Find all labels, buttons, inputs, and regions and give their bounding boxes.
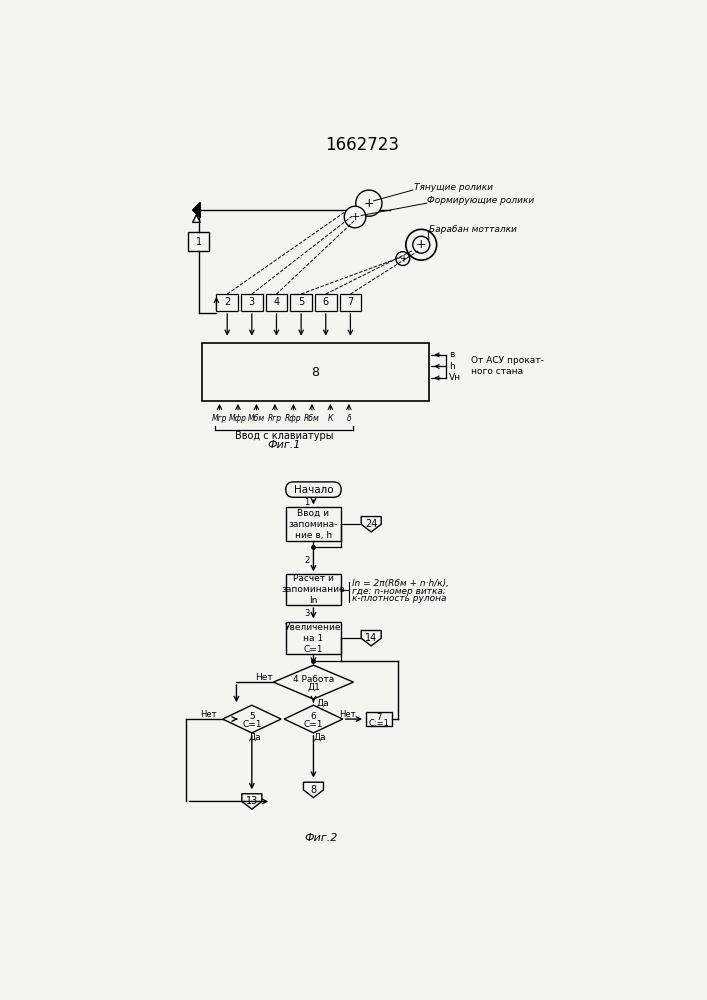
Text: 3: 3: [249, 297, 255, 307]
Text: 13: 13: [246, 796, 258, 806]
Text: 7: 7: [347, 297, 354, 307]
Text: 8: 8: [310, 785, 317, 795]
Text: От АСУ прокат-
ного стана: От АСУ прокат- ного стана: [472, 356, 544, 376]
Bar: [201, 343, 429, 401]
Circle shape: [413, 236, 430, 253]
Text: 4 Работа: 4 Работа: [293, 675, 334, 684]
FancyBboxPatch shape: [286, 482, 341, 497]
Text: Нет: Нет: [339, 710, 356, 719]
Text: Rфр: Rфр: [285, 414, 302, 423]
Text: 2: 2: [224, 297, 230, 307]
Text: Формирующие ролики: Формирующие ролики: [428, 196, 534, 205]
Text: Нет: Нет: [255, 673, 273, 682]
Bar: [291, 294, 312, 311]
Text: Увеличение
на 1
С=1: Увеличение на 1 С=1: [285, 623, 341, 654]
Text: 6: 6: [310, 712, 316, 721]
Polygon shape: [361, 517, 381, 532]
Text: 7: 7: [376, 713, 382, 722]
Text: Ввод с клавиатуры: Ввод с клавиатуры: [235, 431, 334, 441]
Text: Да: Да: [316, 698, 329, 707]
Text: Расчет и
запоминание
ln: Расчет и запоминание ln: [281, 574, 345, 605]
Polygon shape: [223, 705, 281, 733]
Text: h: h: [449, 362, 455, 371]
Polygon shape: [274, 665, 354, 699]
Text: в: в: [449, 350, 455, 359]
Bar: [241, 294, 262, 311]
Text: 8: 8: [311, 366, 320, 379]
Text: ln = 2π(Rбм + n·h/к),: ln = 2π(Rбм + n·h/к),: [352, 579, 449, 588]
Text: Мбм: Мбм: [248, 414, 265, 423]
Bar: [266, 294, 287, 311]
Text: +: +: [351, 212, 360, 222]
Text: Нет: Нет: [200, 710, 216, 719]
Text: Rгр: Rгр: [268, 414, 282, 423]
Text: Rбм: Rбм: [304, 414, 320, 423]
Bar: [286, 507, 341, 541]
Text: 5: 5: [298, 297, 304, 307]
Polygon shape: [242, 794, 262, 809]
Polygon shape: [303, 782, 324, 798]
Text: Тянущие ролики: Тянущие ролики: [414, 183, 493, 192]
Text: 5: 5: [249, 712, 255, 721]
Text: 1: 1: [304, 498, 310, 507]
Text: С=1: С=1: [242, 720, 262, 729]
Polygon shape: [284, 705, 343, 733]
Text: Мгр: Мгр: [212, 414, 227, 423]
Text: 24: 24: [365, 519, 378, 529]
Text: 6: 6: [322, 297, 329, 307]
Text: С:=1: С:=1: [368, 719, 390, 728]
Text: Да: Да: [249, 732, 261, 741]
Text: Барабан мотталки: Барабан мотталки: [429, 225, 517, 234]
Text: Д1: Д1: [307, 682, 320, 691]
Text: Да: Да: [313, 732, 326, 741]
Text: к-плотность рулона: к-плотность рулона: [352, 594, 446, 603]
Text: +: +: [416, 238, 426, 251]
Bar: [339, 294, 361, 311]
Text: К: К: [328, 414, 333, 423]
Circle shape: [396, 252, 409, 266]
Circle shape: [344, 206, 366, 228]
Text: 1662723: 1662723: [325, 136, 399, 154]
Bar: [188, 232, 209, 251]
Polygon shape: [192, 215, 200, 222]
Bar: [286, 574, 341, 605]
Text: 3: 3: [304, 609, 310, 618]
Text: 1: 1: [196, 237, 201, 247]
Text: Фиг.2: Фиг.2: [305, 833, 338, 843]
Polygon shape: [192, 202, 200, 218]
Polygon shape: [361, 631, 381, 646]
Circle shape: [356, 190, 382, 216]
Text: С=1: С=1: [304, 720, 323, 729]
Bar: [286, 622, 341, 654]
Bar: [366, 712, 392, 726]
Text: Мфр: Мфр: [229, 414, 247, 423]
Text: Vн: Vн: [449, 373, 461, 382]
Text: Фиг.1: Фиг.1: [267, 440, 301, 450]
Text: δ: δ: [346, 414, 351, 423]
Text: +: +: [399, 254, 407, 264]
Text: где: n-номер витка;: где: n-номер витка;: [352, 587, 446, 596]
Circle shape: [406, 229, 437, 260]
Bar: [315, 294, 337, 311]
Text: 14: 14: [365, 633, 378, 643]
Text: +: +: [363, 197, 374, 210]
Text: 4: 4: [274, 297, 279, 307]
Text: Начало: Начало: [293, 485, 333, 495]
Text: 2: 2: [304, 556, 310, 565]
Text: Ввод и
запомина-
ние в, h: Ввод и запомина- ние в, h: [288, 509, 338, 540]
Bar: [216, 294, 238, 311]
